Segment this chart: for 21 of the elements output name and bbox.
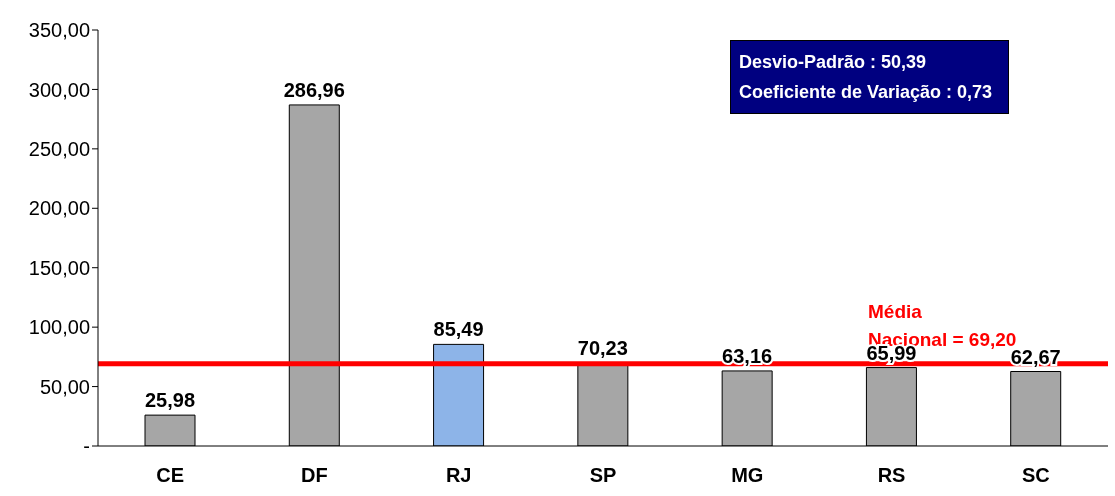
x-tick-label: SP xyxy=(589,464,617,487)
x-tick-label: MG xyxy=(731,464,764,487)
y-tick-label: 150,00 xyxy=(28,256,90,279)
data-label: 286,96 xyxy=(283,78,345,101)
data-label: 25,98 xyxy=(144,389,196,412)
data-label: 85,49 xyxy=(433,318,484,341)
x-tick-label: SC xyxy=(1021,464,1050,487)
y-tick-label: 50,00 xyxy=(39,375,90,398)
y-tick-label: 350,00 xyxy=(28,19,90,42)
y-tick-label: 300,00 xyxy=(28,78,90,101)
data-label: 70,23 xyxy=(577,336,628,359)
x-tick-label: RJ xyxy=(445,464,472,487)
x-tick-label: RS xyxy=(877,464,906,487)
y-tick-label: 100,00 xyxy=(28,316,90,339)
y-tick-label: - xyxy=(83,435,90,458)
y-tick-label: 200,00 xyxy=(28,197,90,220)
annotation: Coeficiente de Variação : 0,73 xyxy=(739,81,993,104)
annotation: Desvio-Padrão : 50,39 xyxy=(739,51,928,74)
x-tick-label: DF xyxy=(301,464,328,487)
y-tick-label: 250,00 xyxy=(28,137,90,160)
x-tick-label: CE xyxy=(156,464,185,487)
